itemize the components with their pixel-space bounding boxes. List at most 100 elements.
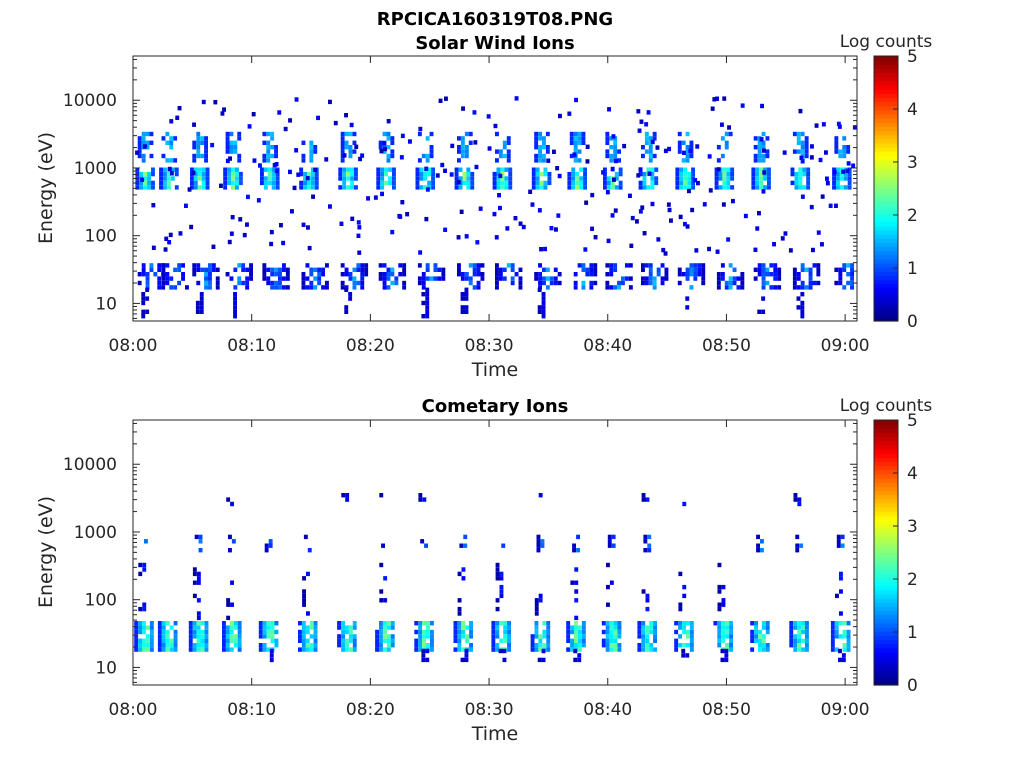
heatmap-cell [761, 296, 766, 301]
heatmap-cell [277, 110, 282, 115]
heatmap-cell [380, 171, 385, 177]
heatmap-cell [400, 200, 405, 205]
heatmap-cell [641, 643, 646, 648]
heatmap-cell [549, 226, 554, 231]
heatmap-cell [285, 285, 290, 290]
heatmap-cell [607, 539, 612, 544]
heatmap-cell [309, 625, 314, 630]
heatmap-cell [645, 634, 650, 639]
heatmap-cell [491, 643, 496, 648]
heatmap-cell [267, 167, 272, 172]
heatmap-cell [309, 140, 314, 145]
heatmap-cell [204, 285, 208, 290]
heatmap-cell [491, 647, 496, 652]
heatmap-cell [693, 272, 698, 277]
heatmap-cell [761, 638, 766, 643]
heatmap-cell [609, 285, 614, 290]
heatmap-cell [383, 625, 387, 630]
heatmap-cell [476, 285, 481, 290]
colorbar-step [874, 56, 898, 61]
colorbar-step [874, 457, 898, 463]
heatmap-cell [470, 176, 475, 181]
heatmap-cell [800, 280, 805, 286]
heatmap-cell [468, 280, 473, 286]
heatmap-cell [689, 638, 694, 643]
heatmap-cell [720, 136, 725, 141]
heatmap-cell [427, 167, 432, 172]
colorbar-step [874, 97, 898, 103]
colorbar-step [874, 316, 898, 322]
heatmap-cell [149, 131, 154, 137]
heatmap-cell [628, 263, 633, 268]
heatmap-cell [430, 634, 434, 639]
heatmap-cell [761, 647, 766, 652]
heatmap-cell [188, 634, 193, 639]
heatmap-cell [797, 647, 802, 652]
heatmap-cell [357, 225, 362, 230]
heatmap-cell [137, 280, 142, 286]
heatmap-cell [801, 647, 805, 652]
heatmap-cell [139, 171, 144, 177]
colorbar-tick-label: 0 [907, 676, 918, 696]
heatmap-cell [538, 131, 542, 137]
heatmap-cell [414, 643, 419, 648]
heatmap-cell [675, 171, 680, 177]
heatmap-cell [729, 625, 733, 630]
heatmap-cell [683, 221, 687, 227]
heatmap-cell [422, 497, 427, 502]
heatmap-cell [798, 108, 803, 114]
heatmap-cell [161, 280, 166, 286]
heatmap-cell [750, 634, 755, 639]
heatmap-cell [352, 625, 357, 630]
heatmap-cell [348, 625, 353, 630]
colorbar-step [874, 225, 898, 231]
heatmap-cell [542, 153, 546, 159]
heatmap-cell [850, 272, 854, 277]
heatmap-cell [736, 285, 741, 290]
heatmap-cell [196, 643, 201, 648]
heatmap-cell [145, 634, 150, 639]
heatmap-cell [547, 171, 552, 177]
heatmap-cell [536, 548, 541, 553]
heatmap-cell [751, 180, 756, 186]
heatmap-cell [181, 263, 185, 268]
heatmap-cell [796, 131, 801, 137]
heatmap-cell [145, 309, 150, 314]
heatmap-cell [500, 180, 505, 186]
heatmap-cell [518, 276, 523, 281]
heatmap-cell [159, 176, 163, 181]
heatmap-cell [577, 158, 582, 163]
heatmap-cell [139, 180, 144, 186]
heatmap-cell [717, 638, 722, 643]
heatmap-cell [453, 638, 458, 643]
heatmap-cell [204, 158, 208, 163]
heatmap-cell [358, 156, 362, 162]
heatmap-cell [641, 589, 646, 594]
heatmap-cell [846, 161, 851, 166]
heatmap-cell [222, 634, 226, 639]
heatmap-cell [687, 171, 692, 177]
heatmap-cell [645, 638, 650, 643]
heatmap-cell [299, 167, 304, 172]
heatmap-cell [233, 300, 237, 306]
heatmap-cell [685, 305, 690, 310]
colorbar-step [874, 643, 898, 649]
heatmap-cell [610, 185, 615, 190]
heatmap-cell [423, 185, 428, 190]
heatmap-cell [386, 634, 391, 639]
heatmap-cell [846, 621, 851, 626]
heatmap-cell [753, 153, 758, 159]
heatmap-cell [613, 643, 618, 648]
heatmap-cell [725, 629, 729, 635]
heatmap-cell [751, 185, 756, 190]
heatmap-cell [643, 548, 648, 553]
heatmap-cell [134, 621, 139, 626]
heatmap-cell [245, 285, 250, 290]
heatmap-cell [174, 185, 179, 190]
heatmap-cell [660, 280, 665, 286]
heatmap-cell [601, 643, 606, 648]
heatmap-cell [534, 136, 539, 141]
heatmap-cell [137, 145, 142, 150]
heatmap-cell [675, 185, 680, 190]
heatmap-cell [593, 280, 598, 286]
